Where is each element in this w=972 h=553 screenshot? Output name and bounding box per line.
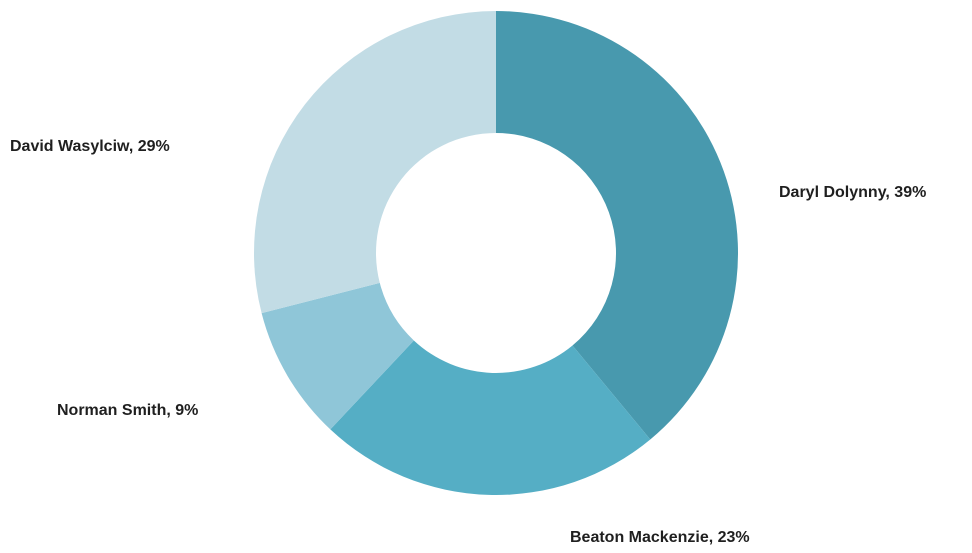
slice-label-beaton-mackenzie: Beaton Mackenzie, 23% bbox=[570, 529, 750, 546]
slice-label-daryl-dolynny: Daryl Dolynny, 39% bbox=[779, 184, 926, 201]
slice-daryl-dolynny bbox=[496, 11, 738, 440]
slice-david-wasylciw bbox=[254, 11, 496, 314]
slice-beaton-mackenzie bbox=[330, 340, 651, 495]
slice-label-david-wasylciw: David Wasylciw, 29% bbox=[10, 138, 170, 155]
labels-layer: Daryl Dolynny, 39% Beaton Mackenzie, 23% N… bbox=[10, 138, 926, 546]
slice-norman-smith bbox=[261, 282, 414, 430]
slice-label-norman-smith: Norman Smith, 9% bbox=[57, 402, 198, 419]
slices-layer bbox=[254, 11, 738, 495]
